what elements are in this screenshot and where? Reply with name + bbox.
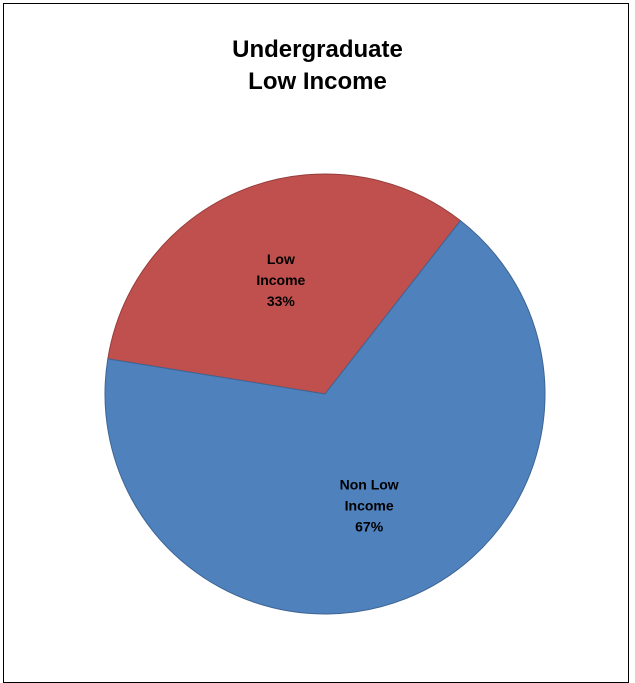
chart-title: Undergraduate Low Income [0, 34, 635, 98]
chart-title-line-1: Undergraduate [232, 36, 403, 63]
pie-slice-label-1: Non Low Income 67% [340, 476, 399, 534]
pie-slice-1 [104, 219, 546, 615]
chart-title-line-2: Low Income [248, 68, 387, 95]
pie-slice-label-1-line-2: 67% [355, 518, 384, 534]
pie-slice-label-0-line-1: Income [256, 272, 305, 288]
pie-slice-label-1-line-0: Non Low [340, 476, 399, 492]
pie-slice-label-1-line-1: Income [345, 497, 394, 513]
pie-slice-label-0: Low Income 33% [256, 251, 305, 309]
pie-slice-label-0-line-2: 33% [267, 293, 296, 309]
pie-slice-label-0-line-0: Low [267, 251, 295, 267]
pie-slice-0 [107, 173, 462, 395]
